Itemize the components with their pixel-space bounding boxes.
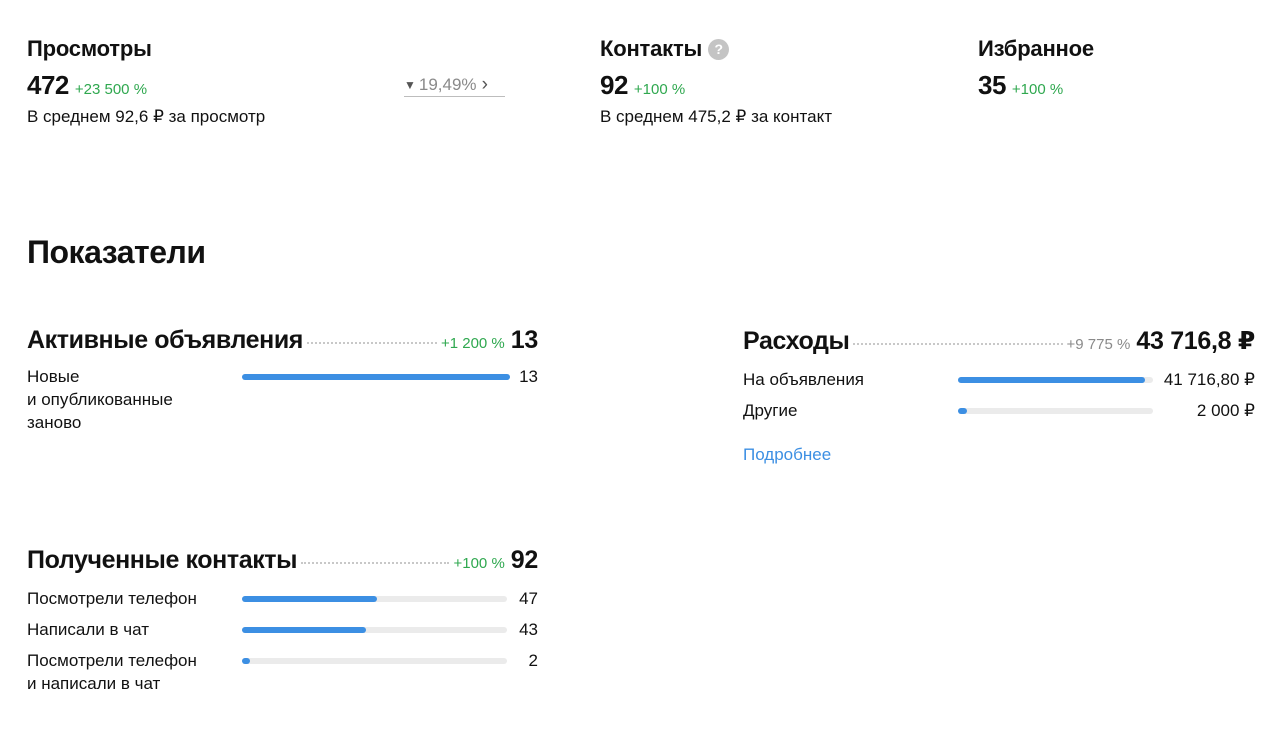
progress-bar (242, 627, 507, 633)
received-contacts-total: 92 (510, 546, 539, 574)
progress-bar (242, 596, 507, 602)
row-value: 41 716,80 ₽ (1163, 370, 1255, 389)
contacts-value: 92 (600, 70, 628, 100)
conversion-value: 19,49% (418, 74, 477, 94)
expenses-growth: +9 775 % (1066, 336, 1131, 353)
views-value: 472 (27, 70, 69, 100)
expenses-title: Расходы (743, 327, 850, 355)
views-title: Просмотры (27, 36, 152, 61)
progress-fill (242, 658, 250, 664)
active-ads-block: Активные объявления +1 200 % 13 Новые и … (27, 326, 538, 434)
row-label: Другие (743, 401, 798, 420)
dotted-leader (307, 342, 437, 344)
row-value: 43 (519, 620, 538, 639)
row-value: 2 000 ₽ (1196, 401, 1255, 420)
expenses-row-other: Другие 2 000 ₽ (743, 399, 1255, 422)
conversion-link[interactable]: ▼ 19,49% › (404, 73, 505, 97)
favorites-growth: +100 % (1011, 81, 1064, 98)
expenses-row-ads: На объявления 41 716,80 ₽ (743, 368, 1255, 391)
row-value: 13 (519, 367, 538, 386)
contacts-average: В среднем 475,2 ₽ за контакт (600, 107, 832, 126)
received-contacts-title: Полученные контакты (27, 546, 298, 574)
progress-bar (242, 374, 510, 380)
row-value: 47 (519, 589, 538, 608)
received-contacts-growth: +100 % (453, 555, 505, 572)
favorites-metric: Избранное 35 +100 % (978, 36, 1094, 101)
progress-fill (242, 627, 366, 633)
progress-fill (958, 408, 967, 414)
question-circle-icon[interactable]: ? (708, 38, 730, 60)
views-average: В среднем 92,6 ₽ за просмотр (27, 107, 266, 126)
contacts-growth: +100 % (633, 81, 686, 98)
section-title: Показатели (27, 234, 206, 270)
contacts-metric: Контакты ? 92 +100 % В среднем 475,2 ₽ з… (600, 36, 832, 127)
contacts-row-both: Посмотрели телефон и написали в чат 2 (27, 649, 538, 695)
dotted-leader (301, 562, 450, 564)
active-ads-growth: +1 200 % (440, 335, 505, 352)
views-metric: Просмотры 472 +23 500 % В среднем 92,6 ₽… (27, 36, 265, 127)
favorites-title: Избранное (978, 36, 1094, 61)
more-details-link[interactable]: Подробнее (743, 445, 832, 464)
contacts-row-chat: Написали в чат 43 (27, 618, 538, 641)
contacts-title: Контакты (600, 36, 703, 61)
row-label: Посмотрели телефон (27, 589, 197, 608)
progress-bar (958, 408, 1153, 414)
views-growth: +23 500 % (74, 81, 148, 98)
chevron-right-icon: › (481, 73, 488, 95)
expenses-block: Расходы +9 775 % 43 716,8 ₽ На объявлени… (743, 326, 1255, 422)
row-label: Новые и опубликованные заново (27, 367, 173, 432)
row-label: Посмотрели телефон и написали в чат (27, 651, 197, 693)
expenses-total: 43 716,8 ₽ (1136, 327, 1255, 355)
progress-bar (242, 658, 507, 664)
progress-fill (242, 596, 378, 602)
received-contacts-block: Полученные контакты +100 % 92 Посмотрели… (27, 546, 538, 695)
funnel-icon: ▼ (404, 77, 416, 92)
favorites-value: 35 (978, 70, 1006, 100)
progress-bar (958, 377, 1153, 383)
dotted-leader (853, 343, 1063, 345)
active-ads-title: Активные объявления (27, 326, 303, 354)
active-ads-total: 13 (510, 326, 539, 354)
row-label: Написали в чат (27, 620, 150, 639)
progress-fill (958, 377, 1146, 383)
row-label: На объявления (743, 370, 865, 389)
active-ads-row: Новые и опубликованные заново 13 (27, 365, 538, 434)
contacts-row-phone: Посмотрели телефон 47 (27, 587, 538, 610)
row-value: 2 (528, 651, 538, 670)
progress-fill (242, 374, 510, 380)
